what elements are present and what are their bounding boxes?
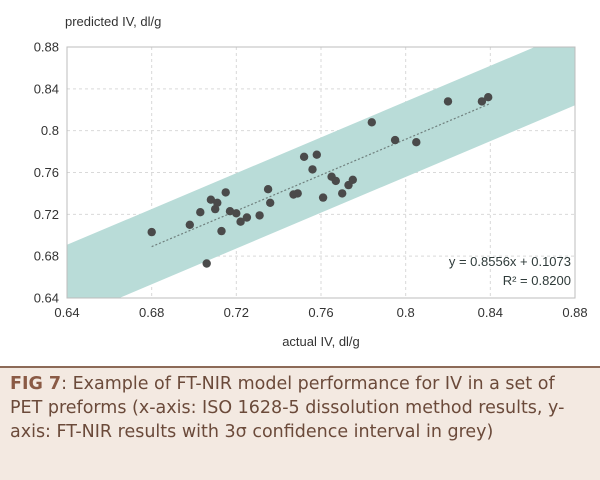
trendline-group bbox=[151, 102, 491, 248]
x-tick-label: 0.76 bbox=[308, 305, 333, 320]
regression-equation: y = 0.8556x + 0.1073 bbox=[449, 254, 571, 269]
data-point bbox=[390, 135, 400, 145]
data-point bbox=[348, 175, 357, 184]
data-point bbox=[367, 118, 376, 127]
data-point bbox=[211, 204, 220, 214]
data-point bbox=[217, 226, 226, 236]
data-point bbox=[308, 165, 317, 174]
data-points bbox=[147, 93, 493, 268]
data-point bbox=[484, 93, 493, 102]
data-point bbox=[147, 227, 156, 237]
data-point bbox=[221, 188, 230, 197]
x-tick-label: 0.84 bbox=[478, 305, 503, 320]
data-point bbox=[412, 138, 421, 147]
confidence-band bbox=[67, 47, 575, 298]
plot-frame bbox=[66, 46, 576, 299]
data-point bbox=[266, 198, 275, 207]
data-point bbox=[293, 189, 302, 198]
y-tick-label: 0.76 bbox=[34, 165, 59, 180]
y-tick-label: 0.8 bbox=[41, 123, 59, 138]
y-tick-label: 0.84 bbox=[34, 81, 59, 96]
r-squared-label: R² = 0.8200 bbox=[503, 273, 571, 288]
y-tick-label: 0.72 bbox=[34, 207, 59, 222]
x-tick-label: 0.8 bbox=[397, 305, 415, 320]
data-point bbox=[338, 189, 347, 198]
data-point bbox=[331, 176, 340, 186]
figure-label: FIG 7 bbox=[10, 374, 62, 394]
x-tick-label: 0.88 bbox=[562, 305, 587, 320]
data-point bbox=[263, 185, 273, 194]
data-point bbox=[443, 97, 453, 106]
data-point bbox=[318, 193, 328, 202]
caption-text: : Example of FT-NIR model performance fo… bbox=[10, 374, 565, 442]
data-point bbox=[242, 213, 252, 222]
y-tick-label: 0.64 bbox=[34, 291, 59, 306]
data-point bbox=[206, 195, 216, 204]
data-point bbox=[202, 259, 211, 268]
data-point bbox=[299, 152, 309, 161]
data-point bbox=[255, 211, 264, 220]
caption-divider bbox=[0, 366, 600, 368]
x-tick-label: 0.72 bbox=[224, 305, 249, 320]
data-point bbox=[213, 198, 222, 207]
x-tick-label: 0.68 bbox=[139, 305, 164, 320]
y-tick-label: 0.68 bbox=[34, 249, 59, 264]
y-axis-label: predicted IV, dl/g bbox=[65, 14, 161, 29]
y-tick-label: 0.88 bbox=[34, 40, 59, 55]
data-point bbox=[196, 208, 205, 217]
y-tick-labels: 0.64 0.68 0.72 0.76 0.8 0.84 0.88 bbox=[34, 40, 59, 306]
scatter-chart: 0.64 0.68 0.72 0.76 0.8 0.84 0.88 0.64 0.68 0.72… bbox=[34, 14, 588, 349]
caption-background bbox=[0, 368, 600, 480]
x-tick-labels: 0.64 0.68 0.72 0.76 0.8 0.84 0.88 bbox=[54, 305, 587, 320]
x-tick-label: 0.64 bbox=[54, 305, 79, 320]
data-point bbox=[232, 209, 241, 218]
data-point bbox=[312, 150, 321, 159]
data-point bbox=[477, 97, 487, 106]
x-axis-label: actual IV, dl/g bbox=[282, 334, 360, 349]
data-point bbox=[185, 220, 194, 229]
regression-trendline bbox=[151, 102, 491, 248]
data-point bbox=[236, 217, 245, 226]
confidence-band-group bbox=[67, 47, 575, 298]
figure-caption: FIG 7: Example of FT-NIR model performan… bbox=[10, 372, 585, 444]
